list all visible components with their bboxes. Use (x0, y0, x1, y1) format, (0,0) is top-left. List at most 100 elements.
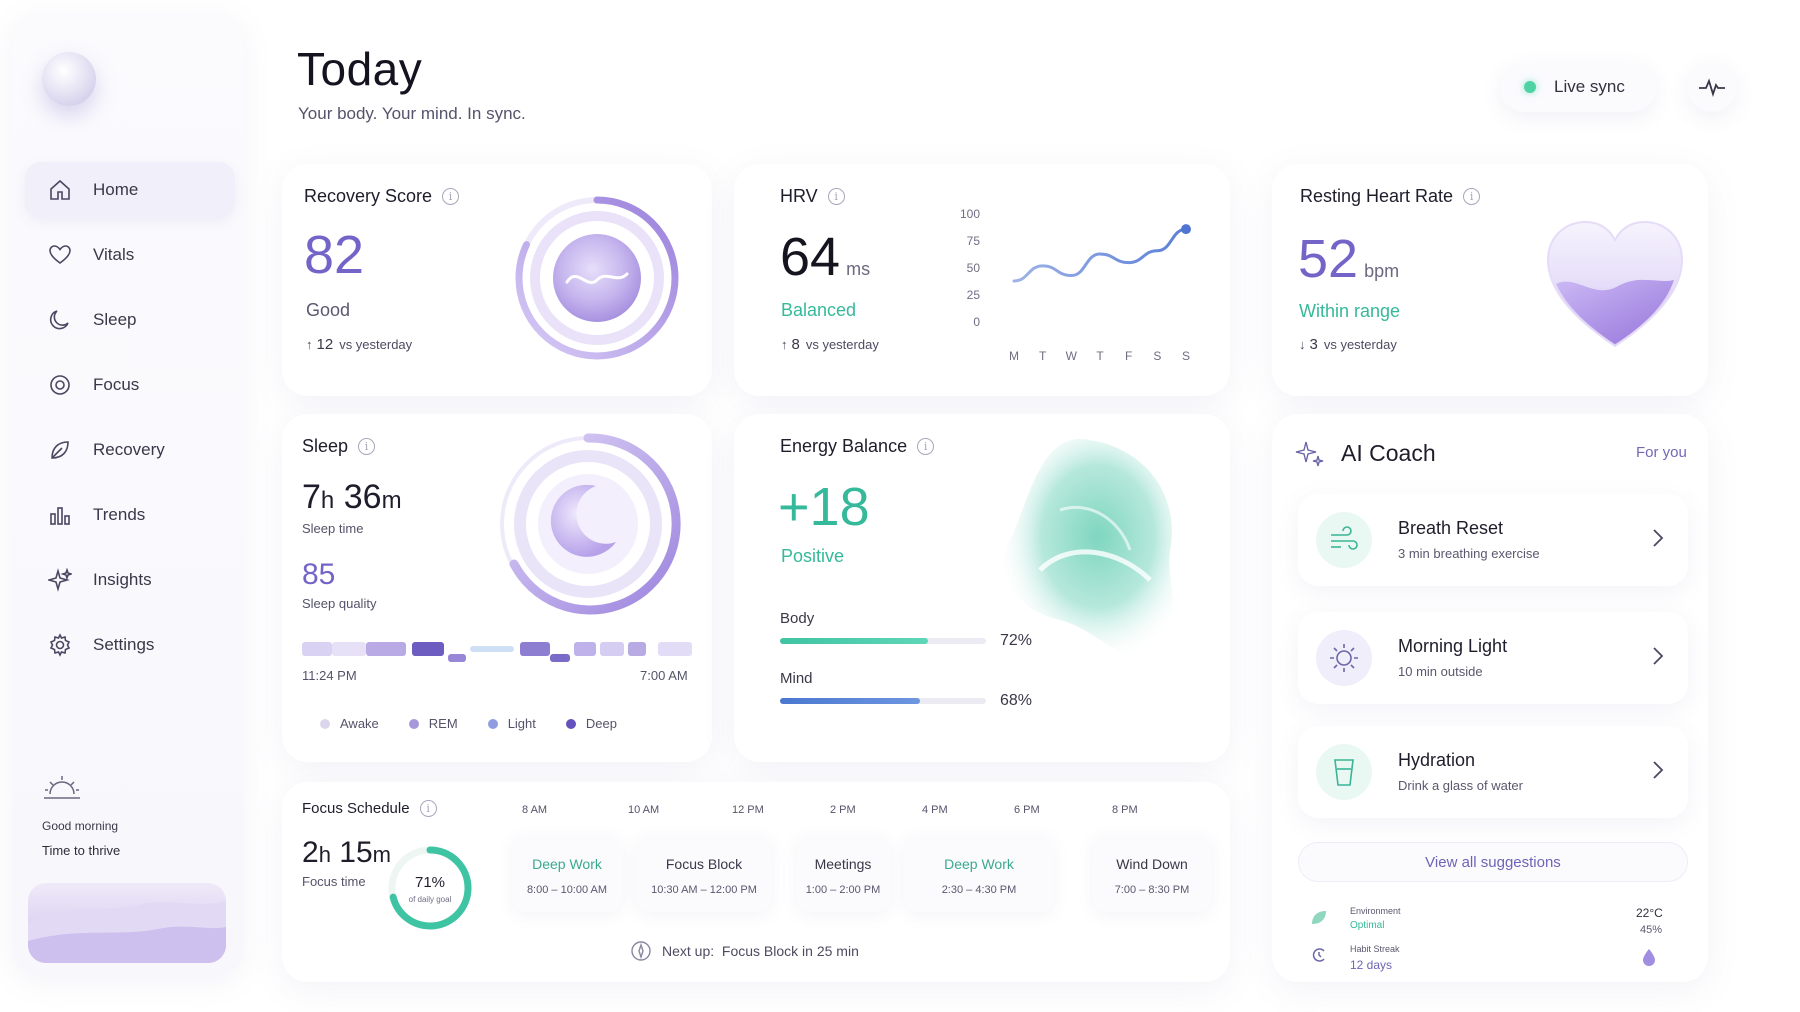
hour-label: 10 AM (628, 804, 660, 816)
focus-duration: 2h 15m (302, 836, 391, 870)
arrow-down-icon: ↓ (1299, 337, 1306, 352)
sleep-ring (500, 433, 681, 615)
schedule-block[interactable]: Focus Block 10:30 AM – 12:00 PM (636, 834, 772, 912)
body-bar-fill (780, 638, 929, 644)
rhr-title: Resting Heart Rate i (1300, 186, 1481, 207)
hrv-status: Balanced (781, 300, 857, 320)
suggestion-subtitle: 3 min breathing exercise (1398, 546, 1540, 561)
sidebar-item-label: Recovery (93, 440, 165, 459)
sidebar-item-vitals[interactable]: Vitals (25, 227, 235, 283)
block-time: 8:00 – 10:00 AM (526, 884, 608, 896)
energy-value: +18 (778, 477, 870, 537)
sidebar-item-insights[interactable]: Insights (25, 552, 235, 608)
sleep-hypnogram (302, 642, 692, 666)
suggestion-hydration[interactable]: Hydration Drink a glass of water (1298, 726, 1688, 818)
block-title: Deep Work (532, 856, 602, 872)
info-icon[interactable]: i (1463, 188, 1481, 205)
sleep-hours: 7 (302, 478, 321, 516)
block-time: 2:30 – 4:30 PM (941, 884, 1017, 896)
environment-temperature: 22°C (1636, 906, 1663, 920)
recovery-title-text: Recovery Score (304, 186, 433, 206)
info-icon[interactable]: i (442, 188, 460, 205)
recovery-ring (515, 196, 679, 360)
schedule-block[interactable]: Meetings 1:00 – 2:00 PM (796, 834, 890, 912)
suggestion-breath-reset[interactable]: Breath Reset 3 min breathing exercise (1298, 494, 1688, 586)
sidebar-item-home[interactable]: Home (25, 162, 235, 218)
next-up-banner[interactable]: Next up: Focus Block in 25 min (630, 940, 859, 962)
y-tick-label: 100 (960, 207, 980, 221)
hrv-unit: ms (846, 259, 871, 279)
sidebar-item-recovery[interactable]: Recovery (25, 422, 235, 478)
focus-h-unit: h (318, 842, 331, 867)
schedule-block[interactable]: Wind Down 7:00 – 8:30 PM (1092, 834, 1212, 912)
info-icon[interactable]: i (419, 800, 437, 817)
legend-awake: Awake (320, 716, 379, 731)
recovery-delta-value: 12 (316, 336, 334, 353)
legend-deep: Deep (565, 716, 617, 731)
sleep-m-unit: m (381, 487, 402, 514)
chevron-right-icon (1653, 647, 1664, 665)
legend-rem: REM (408, 716, 458, 731)
leaf-icon (47, 437, 73, 463)
hrv-value: 64 ms (780, 230, 870, 284)
x-tick-label: S (1182, 349, 1190, 363)
mind-bar-fill (780, 698, 921, 704)
suggestion-morning-light[interactable]: Morning Light 10 min outside (1298, 612, 1688, 704)
app-logo[interactable] (42, 52, 96, 106)
hour-label: 4 PM (922, 804, 948, 816)
environment-humidity: 45% (1640, 924, 1663, 936)
energy-title-text: Energy Balance (780, 436, 908, 456)
y-tick-label: 75 (967, 234, 981, 248)
hour-label: 8 AM (522, 804, 548, 816)
sidebar-item-label: Focus (93, 375, 140, 394)
sleep-h-unit: h (320, 487, 335, 514)
info-icon[interactable]: i (358, 438, 376, 455)
rhr-value-number: 52 (1298, 229, 1359, 289)
schedule-block[interactable]: Deep Work 2:30 – 4:30 PM (904, 834, 1054, 912)
sidebar-item-settings[interactable]: Settings (25, 617, 235, 673)
focus-time-label: Focus time (302, 874, 366, 889)
bar-chart-icon (47, 502, 73, 528)
energy-title: Energy Balance i (780, 436, 935, 457)
suggestion-subtitle: Drink a glass of water (1398, 778, 1523, 793)
x-tick-label: T (1096, 349, 1104, 363)
heart-icon (47, 242, 73, 268)
x-tick-label: F (1125, 349, 1132, 363)
sidebar-item-label: Vitals (93, 245, 135, 264)
environment-status: Optimal (1350, 920, 1385, 931)
rhr-value: 52 bpm (1298, 232, 1399, 286)
info-icon[interactable]: i (917, 438, 935, 455)
sidebar-item-focus[interactable]: Focus (25, 357, 235, 413)
sleep-quality-label: Sleep quality (302, 596, 377, 611)
schedule-block[interactable]: Deep Work 8:00 – 10:00 AM (512, 834, 622, 912)
ai-coach-title: AI Coach (1341, 439, 1436, 466)
activity-button[interactable] (1687, 62, 1737, 112)
recovery-title: Recovery Score i (304, 186, 460, 207)
sleep-duration: 7h 36m (302, 478, 402, 517)
block-time: 1:00 – 2:00 PM (805, 884, 881, 896)
sidebar-item-trends[interactable]: Trends (25, 487, 235, 543)
sleep-end-time: 7:00 AM (640, 668, 688, 683)
hrv-series-line (1012, 227, 1188, 283)
hrv-card[interactable] (734, 164, 1230, 396)
sidebar-item-sleep[interactable]: Sleep (25, 292, 235, 348)
rhr-title-text: Resting Heart Rate (1300, 186, 1454, 206)
environment-label: Environment (1350, 906, 1401, 916)
greeting-text: Good morning (42, 819, 119, 833)
live-sync-toggle[interactable]: Live sync (1500, 62, 1656, 112)
view-all-suggestions-button[interactable]: View all suggestions (1298, 842, 1688, 882)
hour-label: 2 PM (830, 804, 856, 816)
info-icon[interactable]: i (827, 188, 845, 205)
hrv-title-text: HRV (780, 186, 818, 206)
focus-minutes: 15 (339, 836, 373, 869)
sunrise-icon (42, 772, 212, 807)
next-up-text: Focus Block in 25 min (721, 943, 859, 959)
sidebar-item-label: Insights (93, 570, 152, 589)
mind-bar (780, 698, 986, 704)
for-you-link[interactable]: For you (1636, 444, 1687, 461)
suggestion-subtitle: 10 min outside (1398, 664, 1483, 679)
sleep-title: Sleep i (302, 436, 376, 457)
water-drop-icon (1643, 949, 1655, 966)
hrv-title: HRV i (780, 186, 845, 207)
recovery-delta-label: vs yesterday (339, 337, 413, 352)
